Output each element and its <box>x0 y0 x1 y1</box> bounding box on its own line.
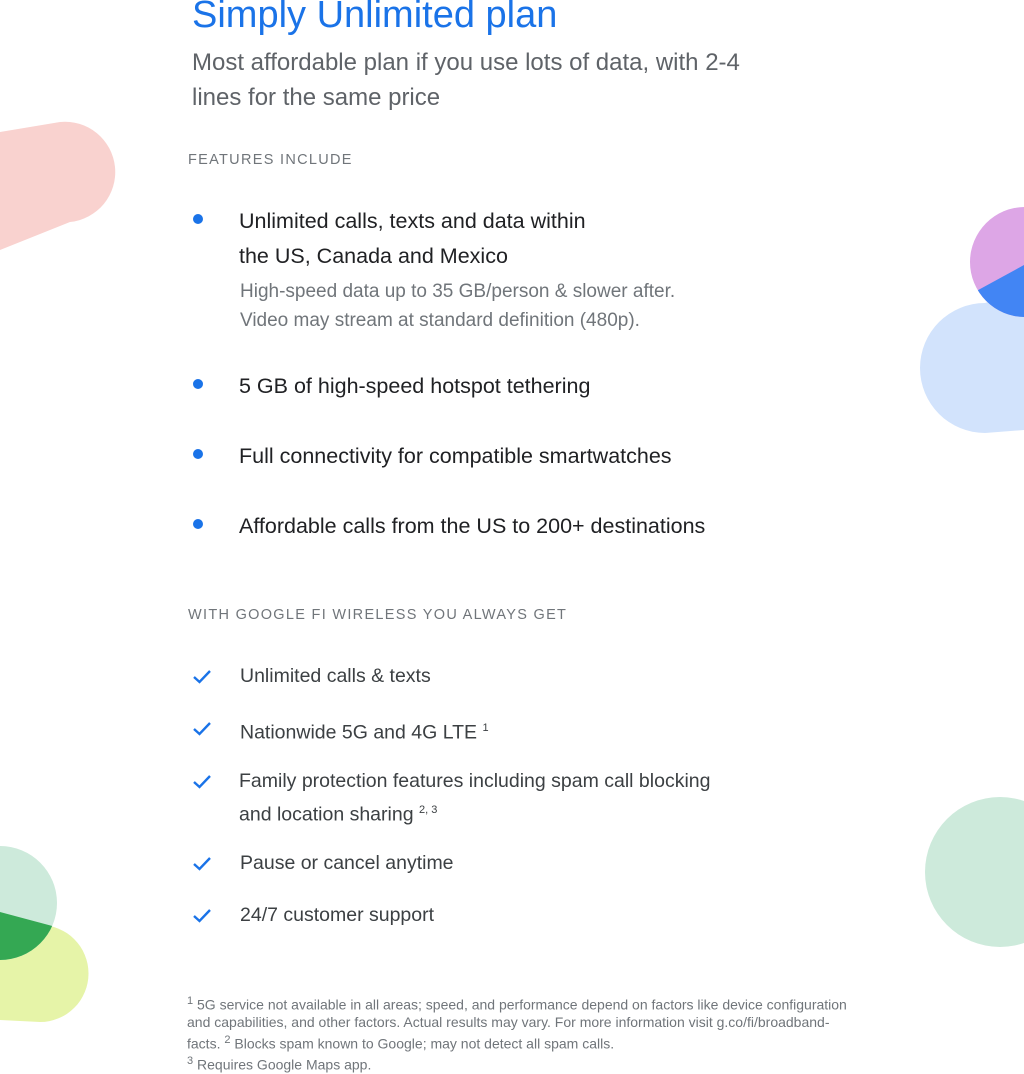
page-title: Simply Unlimited plan <box>192 0 558 36</box>
always-item: Pause or cancel anytime <box>240 852 454 874</box>
check-icon <box>193 857 211 871</box>
always-item: Family protection features including spa… <box>239 770 711 826</box>
mint-circle-shape <box>925 797 1024 947</box>
light-blue-blob-shape <box>920 290 1024 433</box>
always-get-label: WITH GOOGLE FI WIRELESS YOU ALWAYS GET <box>188 607 568 623</box>
footnotes: 1 5G service not available in all areas;… <box>187 995 847 1073</box>
check-icon <box>193 775 211 789</box>
always-item: Unlimited calls & texts <box>240 665 431 687</box>
bullet-icon <box>193 519 203 529</box>
bullet-icon <box>193 379 203 389</box>
bullet-icon <box>193 449 203 459</box>
check-icon <box>193 670 211 684</box>
bullet-icon <box>193 214 203 224</box>
always-item: 24/7 customer support <box>240 904 435 926</box>
page-subtitle: Most affordable plan if you use lots of … <box>192 49 740 111</box>
features-label: FEATURES INCLUDE <box>188 152 353 168</box>
always-item: Nationwide 5G and 4G LTE 1 <box>240 721 489 744</box>
check-icon <box>193 909 211 923</box>
check-icon <box>193 722 211 736</box>
pink-blob-shape <box>0 121 116 250</box>
